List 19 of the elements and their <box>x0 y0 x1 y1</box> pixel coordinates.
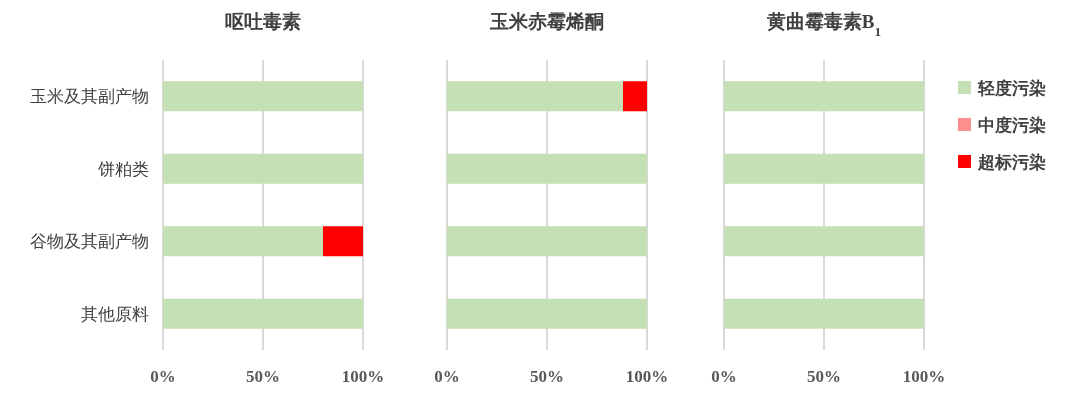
x-tick-label: 0% <box>711 367 737 386</box>
chart-title: 呕吐毒素 <box>225 11 301 32</box>
chart-title: 黄曲霉毒素B$_{1}$ <box>765 11 882 39</box>
x-tick-label: 50% <box>246 367 280 386</box>
y-tick-label: 其他原料 <box>81 304 149 324</box>
x-tick-label: 0% <box>434 367 460 386</box>
chart-title: 玉米赤霉烯酮 <box>489 11 604 32</box>
y-tick-label: 玉米及其副产物 <box>30 87 149 107</box>
x-tick-label: 100% <box>902 367 946 386</box>
x-tick-label: 100% <box>625 367 669 386</box>
x-tick-label: 50% <box>807 367 841 386</box>
x-tick-label: 50% <box>530 367 564 386</box>
x-tick-label: 100% <box>341 367 385 386</box>
legend-label: 中度污染 <box>978 116 1046 135</box>
legend-label: 超标污染 <box>977 153 1046 172</box>
y-tick-label: 饼粕类 <box>97 159 149 179</box>
y-tick-label: 谷物及其副产物 <box>30 232 149 252</box>
legend-label: 轻度污染 <box>977 79 1046 98</box>
x-tick-label: 0% <box>150 367 176 386</box>
